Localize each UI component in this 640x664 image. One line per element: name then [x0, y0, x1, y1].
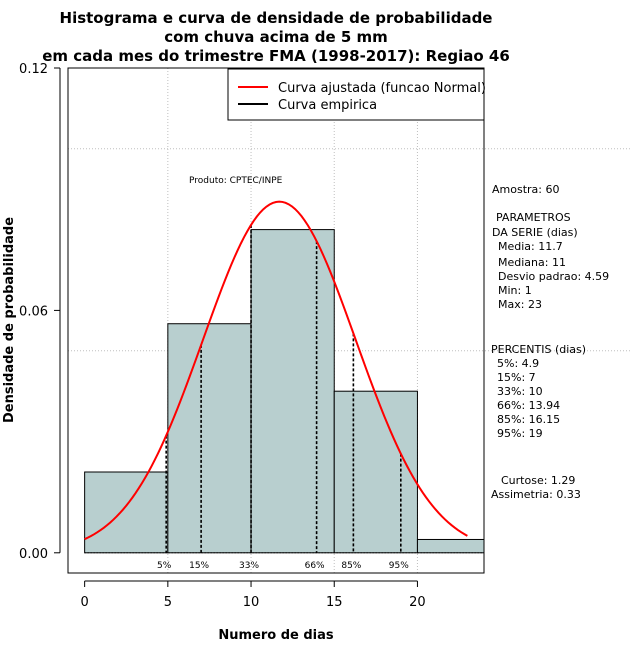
- legend-box: [227, 68, 485, 121]
- y-axis-label: Densidade de probabilidade: [2, 217, 17, 423]
- percentile-label: 95%: [389, 561, 409, 571]
- stat-min: Min: 1: [498, 284, 532, 297]
- legend-label-empirical: Curva empirica: [278, 98, 377, 113]
- histogram-bar: [250, 229, 335, 554]
- stat-params-subheader: DA SERIE (dias): [492, 226, 578, 239]
- stat-p15: 15%: 7: [497, 371, 536, 384]
- percentile-label: 85%: [341, 561, 361, 571]
- percentile-label: 33%: [239, 561, 259, 571]
- plot-frame: [67, 67, 485, 574]
- percentile-label: 66%: [305, 561, 325, 571]
- histogram-bar: [333, 390, 418, 554]
- stat-mean: Media: 11.7: [498, 240, 563, 253]
- stat-p85: 85%: 16.15: [497, 413, 560, 426]
- product-annotation: Produto: CPTEC/INPE: [189, 176, 283, 186]
- histogram-bar: [167, 323, 252, 554]
- percentile-label: 15%: [189, 561, 209, 571]
- stat-sample: Amostra: 60: [492, 183, 559, 196]
- y-tick-label: 0.12: [19, 62, 48, 77]
- legend: Curva ajustada (funcao Normal) Curva emp…: [227, 68, 486, 121]
- stat-p5: 5%: 4.9: [497, 357, 539, 370]
- title-line-3: em cada mes do trimestre FMA (1998-2017)…: [42, 47, 510, 65]
- stat-pct-header: PERCENTIS (dias): [491, 343, 586, 356]
- title-line-1: Histograma e curva de densidade de proba…: [60, 9, 493, 27]
- y-tick-label: 0.00: [19, 547, 48, 562]
- stat-params-header: PARAMETROS: [496, 211, 571, 224]
- histogram-bar: [416, 538, 485, 554]
- normal-curve: [84, 200, 468, 541]
- stats-panel: Amostra: 60 PARAMETROS DA SERIE (dias) M…: [491, 183, 609, 501]
- stat-kurtosis: Curtose: 1.29: [501, 474, 575, 487]
- stat-skewness: Assimetria: 0.33: [491, 488, 581, 501]
- stat-p95: 95%: 19: [497, 427, 543, 440]
- y-tick-label: 0.06: [19, 304, 48, 319]
- stat-p66: 66%: 13.94: [497, 399, 560, 412]
- x-tick-label: 0: [80, 595, 88, 610]
- stat-sd: Desvio padrao: 4.59: [498, 270, 609, 283]
- legend-label-fitted: Curva ajustada (funcao Normal): [278, 81, 486, 96]
- title-line-2: com chuva acima de 5 mm: [164, 28, 388, 46]
- x-tick-label: 20: [409, 595, 426, 610]
- x-tick-label: 5: [164, 595, 172, 610]
- histogram-bar: [84, 471, 169, 554]
- percentile-lines-layer: [165, 224, 402, 553]
- x-axis-label: Numero de dias: [218, 628, 334, 643]
- percentile-labels-layer: 5% 15% 33% 66% 85% 95%: [157, 561, 409, 571]
- x-tick-label: 10: [243, 595, 260, 610]
- bars-layer: [84, 229, 485, 554]
- x-tick-label: 15: [326, 595, 343, 610]
- x-axis: 0 5 10 15 20: [80, 580, 426, 610]
- stat-max: Max: 23: [498, 298, 542, 311]
- chart-title: Histograma e curva de densidade de proba…: [42, 9, 510, 65]
- stat-p33: 33%: 10: [497, 385, 543, 398]
- y-axis: 0.00 0.06 0.12: [19, 62, 61, 562]
- percentile-label: 5%: [157, 561, 172, 571]
- stat-median: Mediana: 11: [498, 256, 566, 269]
